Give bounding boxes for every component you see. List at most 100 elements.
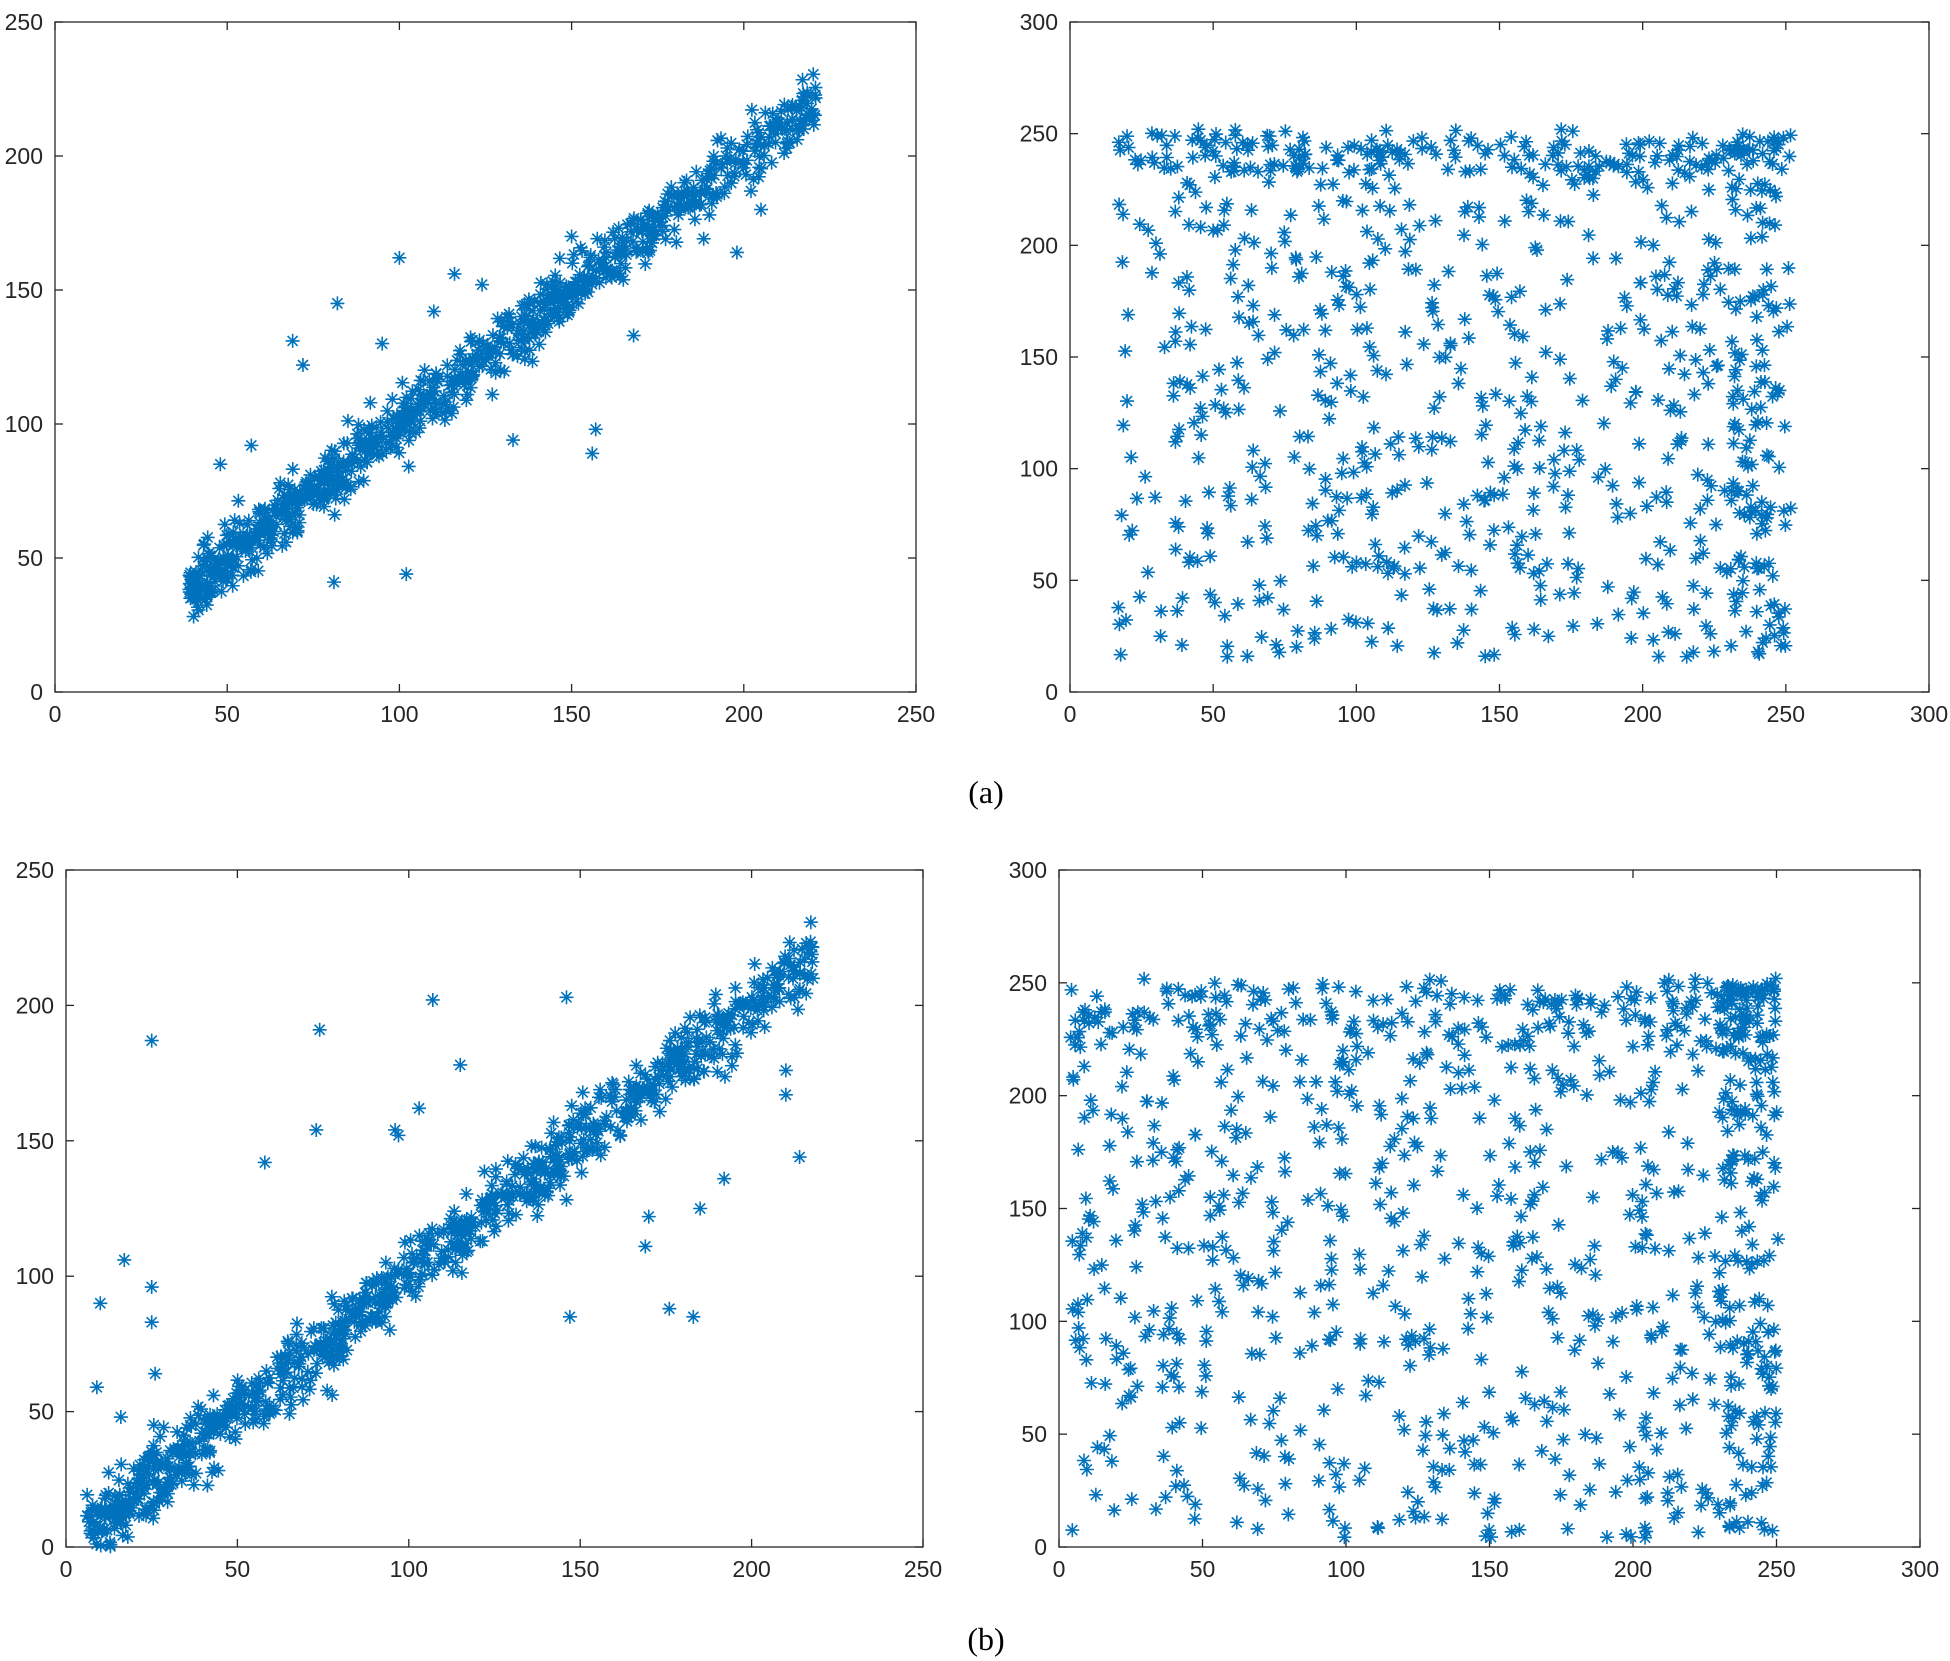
data-point [694, 1049, 709, 1064]
data-point [1749, 200, 1764, 215]
data-point [1397, 540, 1412, 555]
data-point [1353, 1336, 1368, 1351]
data-point [231, 493, 246, 508]
data-point [1673, 348, 1688, 363]
y-tick-label: 250 [16, 857, 54, 883]
data-point [1349, 1098, 1364, 1113]
x-tick-label: 50 [1190, 1556, 1216, 1582]
data-point [1512, 1522, 1527, 1537]
data-point [289, 1338, 304, 1353]
data-point [381, 421, 396, 436]
data-point [1130, 1379, 1145, 1394]
data-point [1726, 396, 1741, 411]
data-point [1684, 204, 1699, 219]
data-point [757, 1020, 772, 1035]
data-point [115, 1528, 130, 1543]
data-point [426, 304, 441, 319]
data-point [607, 1090, 622, 1105]
data-point [778, 1063, 793, 1078]
data-point [1278, 124, 1293, 139]
data-point [657, 194, 672, 209]
data-point [274, 1362, 289, 1377]
data-point [1639, 1524, 1654, 1539]
data-point [1694, 1498, 1709, 1513]
data-point [1556, 1432, 1571, 1447]
data-point [1274, 1223, 1289, 1238]
data-point [1569, 570, 1584, 585]
data-point [1721, 1399, 1736, 1414]
data-point [1288, 995, 1303, 1010]
data-point [1318, 393, 1333, 408]
data-point [1505, 1413, 1520, 1428]
data-point [1424, 534, 1439, 549]
data-point [152, 1494, 167, 1509]
data-point [793, 955, 808, 970]
data-point [1148, 1194, 1163, 1209]
data-point [802, 110, 817, 125]
data-point [370, 438, 385, 453]
data-point [401, 459, 416, 474]
data-point [245, 531, 260, 546]
data-point [1632, 1203, 1647, 1218]
data-point [1382, 168, 1397, 183]
x-tick-label: 0 [1053, 1556, 1066, 1582]
data-point [1277, 1024, 1292, 1039]
data-point [686, 1309, 701, 1324]
data-point [1081, 1212, 1096, 1226]
data-point [1581, 1308, 1596, 1323]
data-point [1673, 1342, 1688, 1357]
data-point [441, 1242, 456, 1257]
data-point [1181, 555, 1196, 570]
data-point [285, 462, 300, 477]
data-point [1252, 1347, 1267, 1362]
data-point [1098, 1331, 1113, 1346]
data-point [1582, 1482, 1597, 1497]
data-point [1417, 1024, 1432, 1039]
data-point [548, 1155, 563, 1170]
data-point [1724, 1378, 1739, 1393]
data-point [689, 1047, 704, 1062]
data-point [710, 1007, 725, 1022]
data-point [1277, 234, 1292, 249]
data-point [1684, 994, 1699, 1009]
data-point [1634, 235, 1649, 250]
data-point [1604, 379, 1619, 394]
data-point [1708, 155, 1723, 170]
data-point [1215, 1304, 1230, 1319]
data-point [413, 414, 428, 429]
data-point [698, 1010, 713, 1025]
data-point [1723, 1073, 1738, 1088]
data-point [338, 1327, 353, 1342]
data-point [1077, 1059, 1092, 1074]
data-point [562, 281, 577, 296]
data-point [1701, 376, 1716, 391]
data-point [411, 1279, 426, 1294]
data-point [500, 1188, 515, 1203]
data-point [1309, 528, 1324, 543]
data-point [1324, 265, 1339, 280]
data-point [1439, 1060, 1454, 1075]
data-point [513, 316, 528, 331]
data-point [1755, 1367, 1770, 1382]
data-point [1745, 143, 1760, 158]
data-point [1497, 148, 1512, 163]
data-point [1352, 1247, 1367, 1262]
data-point [1406, 1111, 1421, 1126]
data-point [1769, 1361, 1784, 1376]
data-point [353, 459, 368, 474]
data-point [1491, 1178, 1506, 1192]
data-point [1457, 312, 1472, 327]
axes-box [65, 869, 924, 1548]
data-point [687, 1054, 702, 1069]
data-point [1419, 1414, 1434, 1429]
data-point [1742, 1013, 1757, 1028]
data-point [336, 454, 351, 469]
data-point [1129, 1259, 1144, 1274]
data-point [1376, 1278, 1391, 1293]
data-point [387, 1261, 402, 1276]
data-point [455, 358, 470, 373]
data-point [98, 1488, 113, 1503]
data-point [210, 1420, 225, 1435]
data-point [1459, 514, 1474, 529]
data-point [1122, 527, 1137, 542]
